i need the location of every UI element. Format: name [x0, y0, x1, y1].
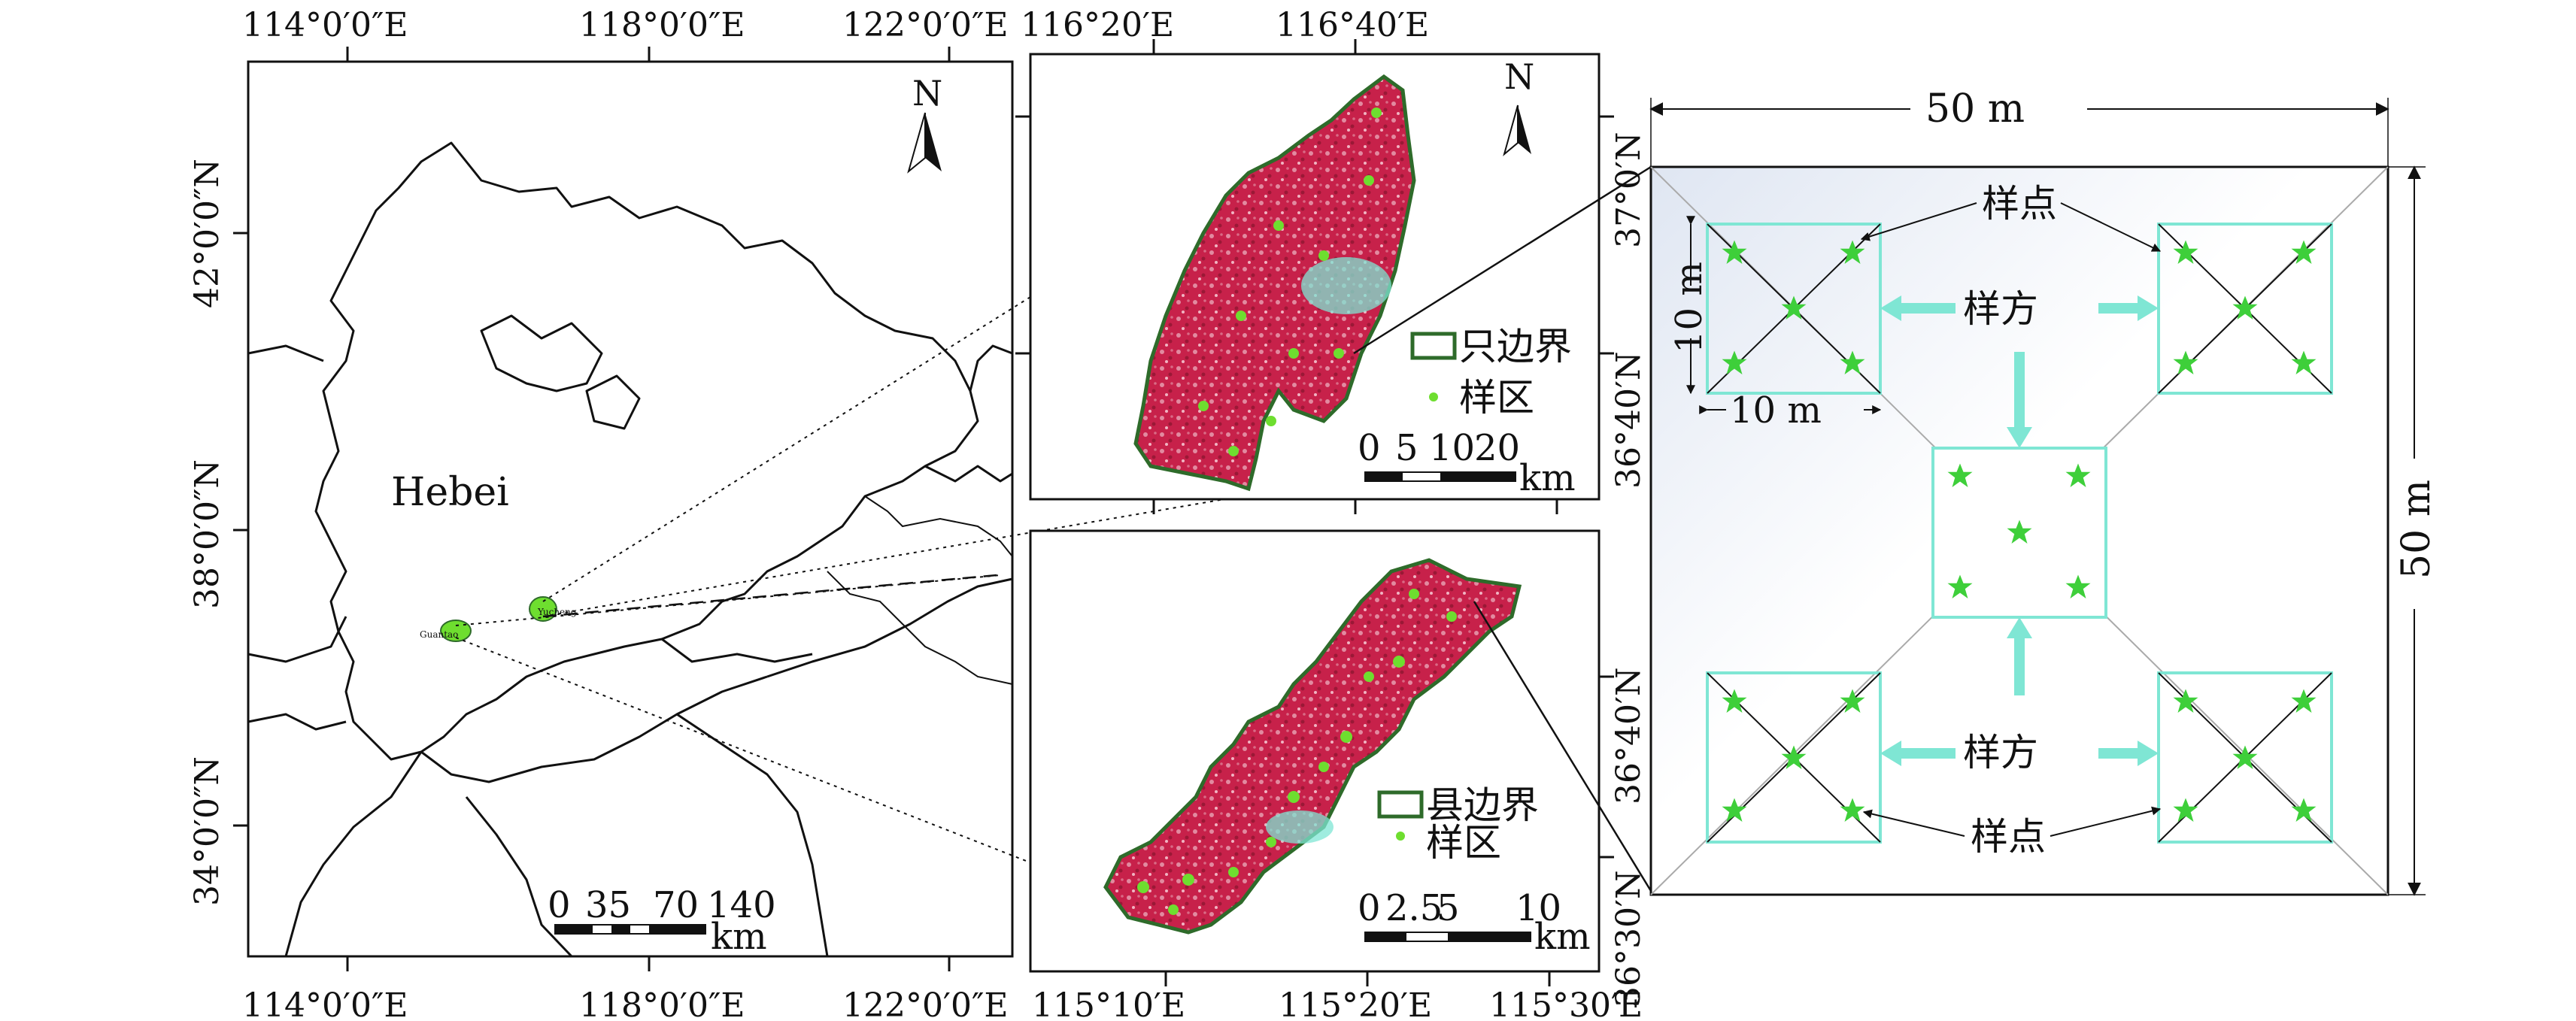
svg-text:2.5: 2.5 — [1385, 887, 1443, 929]
svg-text:50 m: 50 m — [1925, 86, 2025, 132]
svg-text:km: km — [1534, 916, 1591, 958]
lower-scalebar: 0 2.5 5 10 km — [1358, 887, 1591, 958]
subplot-height-label: 10 m — [1668, 262, 1710, 353]
subplot-dimensions — [1686, 216, 1882, 414]
upper-region-cyan-patch — [1301, 257, 1391, 314]
subplot-width-label: 10 m — [1730, 389, 1822, 432]
width-dimension: 50 m — [1649, 86, 2389, 167]
lower-lat-1: 36°40′N — [1610, 668, 1648, 804]
regional-map-frame — [247, 60, 1014, 958]
svg-text:N: N — [912, 73, 942, 114]
lon-bottom-1: 114°0′0″E — [242, 986, 408, 1021]
svg-text:70: 70 — [653, 884, 699, 926]
lon-top-2: 118°0′0″E — [579, 6, 745, 44]
lat-2: 38°0′0″N — [188, 459, 226, 609]
lon-top-3: 122°0′0″E — [842, 6, 1009, 44]
svg-text:km: km — [1519, 457, 1576, 499]
upper-lat-1: 37°0′N — [1610, 132, 1648, 248]
svg-text:5: 5 — [1437, 887, 1460, 929]
lower-lon-2: 115°20′E — [1279, 986, 1432, 1021]
plot-design-diagram: 50 m 50 m — [1649, 86, 2439, 896]
coastline — [827, 495, 1013, 685]
point-label-arrows — [1860, 202, 2162, 837]
lat-1: 42°0′0″N — [188, 159, 226, 308]
svg-text:140: 140 — [707, 884, 776, 926]
svg-text:N: N — [1504, 56, 1534, 97]
lon-bottom-2: 118°0′0″E — [579, 986, 745, 1021]
quadrat-pointer-arrows — [1880, 295, 2159, 766]
quadrat-label-top: 样方 — [1963, 287, 2038, 331]
guantao-marker — [440, 620, 472, 642]
height-dimension: 50 m — [2388, 165, 2439, 896]
lon-bottom-3: 122°0′0″E — [842, 986, 1009, 1021]
regional-map: Guantao Yucheng Hebei N 0 35 70 140 km 1… — [188, 6, 1014, 1021]
svg-text:只边界: 只边界 — [1459, 325, 1572, 368]
lon-top-1: 114°0′0″E — [242, 6, 408, 44]
province-boundaries — [247, 141, 1013, 958]
svg-text:20: 20 — [1474, 427, 1520, 469]
quadrat-label-bottom: 样方 — [1963, 731, 2038, 774]
point-label-top: 样点 — [1982, 182, 2057, 226]
svg-text:县边界: 县边界 — [1426, 783, 1539, 827]
svg-text:样区: 样区 — [1459, 376, 1534, 420]
svg-text:50 m: 50 m — [2394, 480, 2439, 579]
point-label-bottom: 样点 — [1971, 815, 2046, 859]
upper-lat-2: 36°40′N — [1610, 352, 1648, 489]
north-arrow-icon: N — [907, 73, 942, 174]
lower-inset-map: 县边界 样区 0 2.5 5 10 km 115°10′E 115°20′E 1… — [1029, 529, 1648, 1021]
upper-sample-points — [1198, 108, 1382, 456]
upper-lon-1: 116°20′E — [1021, 6, 1174, 44]
svg-text:0: 0 — [1358, 427, 1381, 469]
svg-text:km: km — [711, 916, 767, 958]
svg-text:10: 10 — [1516, 887, 1561, 929]
connector-lines — [455, 71, 1393, 910]
lower-lon-1: 115°10′E — [1032, 986, 1185, 1021]
lower-lon-3: 115°30′E — [1489, 986, 1643, 1021]
lower-region-imagery — [1103, 558, 1522, 935]
upper-inset-map: N 只边界 样区 0 5 10 20 km 116°20′E 116°40′E … — [1015, 6, 1648, 514]
lower-sample-points — [1137, 589, 1457, 915]
svg-text:35: 35 — [585, 884, 631, 926]
upper-legend: 只边界 样区 — [1410, 325, 1572, 420]
svg-text:0: 0 — [548, 884, 571, 926]
lower-legend: 县边界 样区 — [1377, 783, 1539, 865]
inset-to-plot-connectors — [1353, 165, 1652, 892]
lower-region-cyan-patch — [1266, 810, 1334, 844]
regional-scalebar: 0 35 70 140 km — [548, 884, 776, 958]
upper-scalebar: 0 5 10 20 km — [1358, 427, 1576, 499]
province-label-hebei: Hebei — [391, 470, 509, 515]
lat-3: 34°0′0″N — [188, 756, 226, 906]
svg-text:样区: 样区 — [1426, 821, 1501, 865]
upper-region-imagery — [1133, 74, 1416, 492]
svg-text:10: 10 — [1429, 427, 1475, 469]
lower-lat-2: 36°30′N — [1610, 871, 1648, 1007]
svg-text:5: 5 — [1395, 427, 1418, 469]
svg-text:0: 0 — [1358, 887, 1381, 929]
upper-lon-2: 116°40′E — [1276, 6, 1429, 44]
guantao-label: Guantao — [420, 629, 458, 640]
upper-north-arrow-icon: N — [1503, 56, 1534, 156]
regional-map-ticks — [233, 47, 951, 971]
